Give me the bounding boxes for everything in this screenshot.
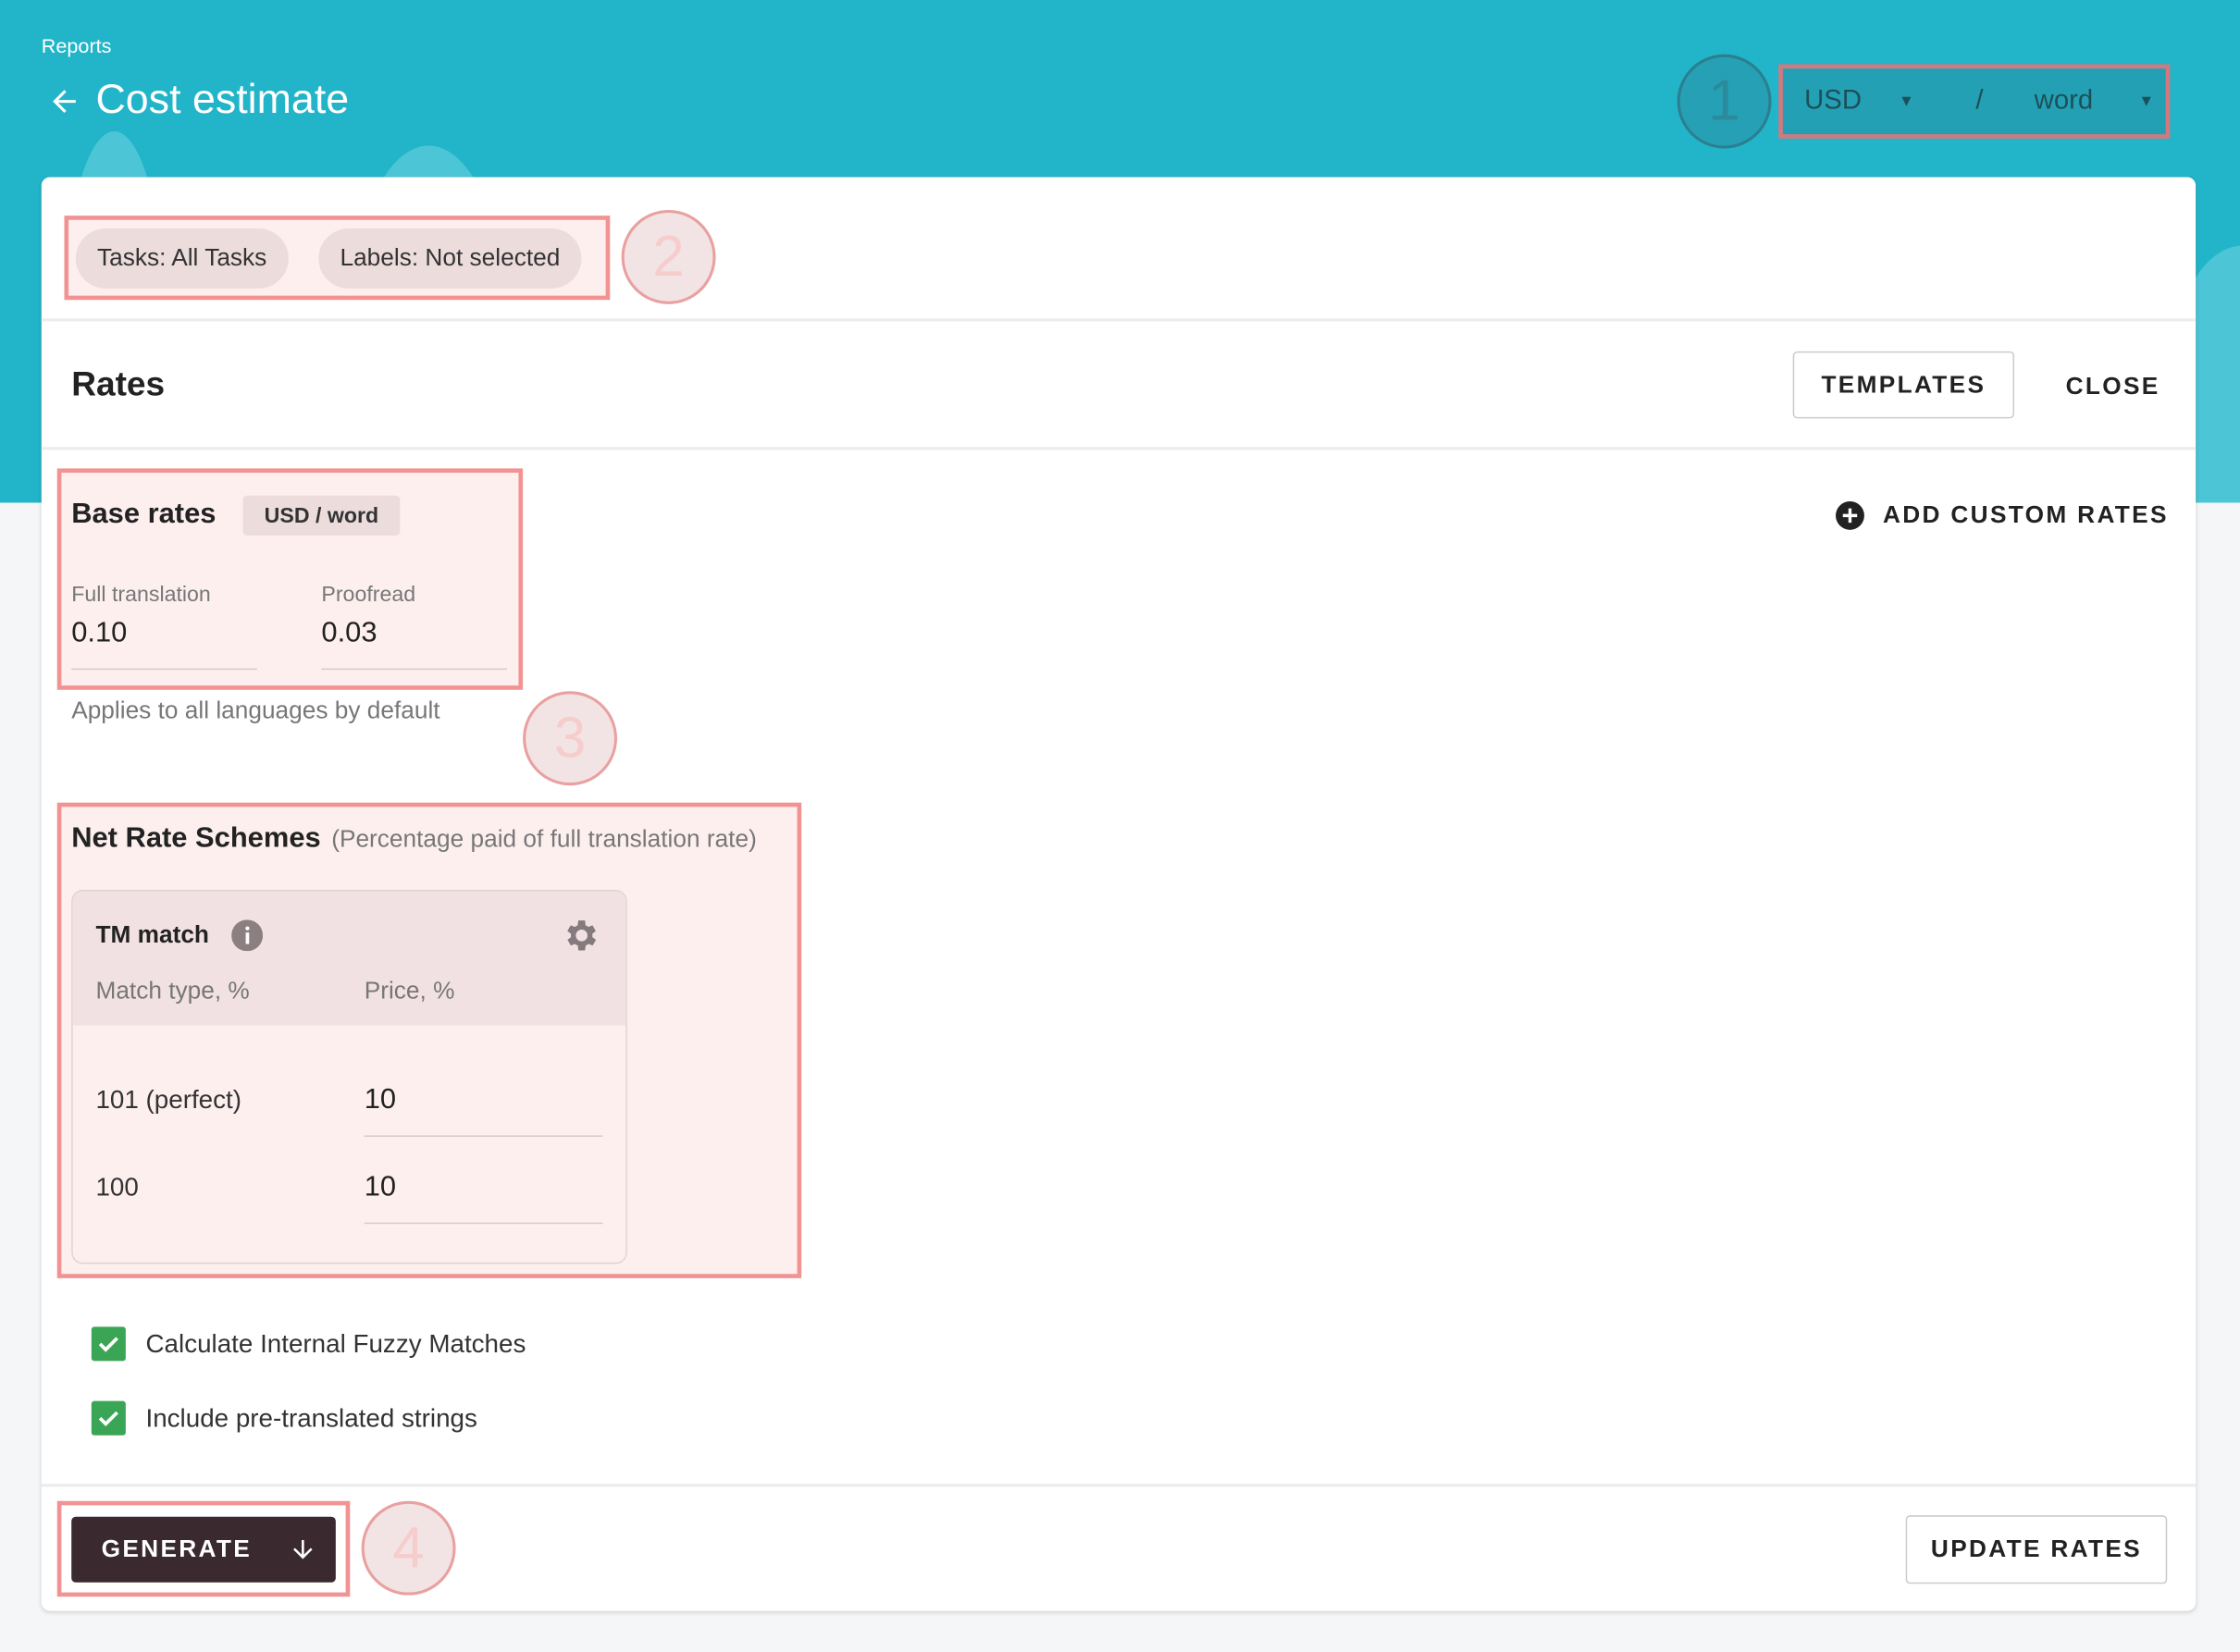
close-button[interactable]: CLOSE (2065, 372, 2160, 401)
input-underline (364, 1222, 603, 1225)
labels-filter-chip[interactable]: Labels: Not selected (318, 228, 582, 289)
annotation-marker-2: 2 (621, 209, 716, 304)
arrow-down-icon (293, 1539, 313, 1560)
col-match-type: Match type, % (95, 977, 250, 1005)
generate-label: GENERATE (101, 1535, 253, 1563)
match-type-cell: 101 (perfect) (95, 1085, 242, 1115)
pretranslated-label: Include pre-translated strings (145, 1403, 477, 1433)
annotation-box-3b (56, 802, 802, 1278)
proofread-label: Proofread (321, 582, 416, 608)
page-title-text: Cost estimate (95, 77, 350, 123)
fuzzy-matches-label: Calculate Internal Fuzzy Matches (145, 1329, 526, 1359)
templates-button[interactable]: TEMPLATES (1792, 351, 2015, 419)
back-arrow-icon[interactable] (47, 83, 81, 117)
page-title: Cost estimate (47, 77, 349, 124)
breadcrumb-reports[interactable]: Reports (41, 34, 112, 57)
tm-match-title: TM match (95, 920, 209, 949)
tm-match-header (72, 891, 626, 1026)
annotation-marker-3: 3 (523, 691, 618, 786)
divider (41, 447, 2197, 450)
add-custom-rates-button[interactable]: ADD CUSTOM RATES (1834, 499, 2168, 531)
unit-badge: USD / word (242, 495, 401, 536)
input-underline (321, 668, 508, 671)
generate-button[interactable]: GENERATE (71, 1516, 336, 1583)
net-rate-subtitle: (Percentage paid of full translation rat… (331, 825, 757, 853)
price-input[interactable]: 10 (364, 1083, 397, 1116)
rates-title: Rates (71, 365, 166, 404)
chevron-down-icon: ▼ (2138, 92, 2155, 110)
currency-unit-selector: USD ▼ / word ▼ (1781, 68, 2167, 136)
annotation-box-4 (56, 1500, 351, 1597)
input-underline (71, 668, 257, 671)
check-icon (98, 1411, 118, 1426)
base-rates-hint: Applies to all languages by default (71, 697, 440, 724)
price-input[interactable]: 10 (364, 1171, 397, 1203)
base-rates-title: Base rates (71, 498, 217, 530)
check-icon (98, 1337, 118, 1352)
proofread-input[interactable]: 0.03 (321, 617, 377, 648)
annotation-marker-1: 1 (1677, 54, 1772, 149)
annotation-box-1 (1778, 64, 2171, 139)
separator: / (1975, 85, 1984, 117)
annotation-marker-4: 4 (361, 1500, 456, 1596)
tasks-filter-chip[interactable]: Tasks: All Tasks (75, 228, 289, 289)
gear-icon[interactable] (560, 916, 600, 955)
net-rate-title: Net Rate Schemes (71, 822, 321, 855)
col-price: Price, % (364, 977, 455, 1005)
unit-select[interactable]: word (2034, 85, 2094, 117)
full-translation-label: Full translation (71, 582, 211, 608)
tm-match-card: TM match Match type, % Price, % 101 (per… (71, 889, 627, 1264)
divider (41, 1484, 2197, 1487)
match-type-cell: 100 (95, 1172, 139, 1202)
fuzzy-matches-checkbox[interactable] (91, 1326, 126, 1362)
pretranslated-checkbox[interactable] (91, 1400, 126, 1436)
update-rates-button[interactable]: UPDATE RATES (1905, 1515, 2168, 1584)
currency-select[interactable]: USD (1804, 85, 1863, 117)
add-custom-rates-label: ADD CUSTOM RATES (1882, 500, 2169, 529)
full-translation-input[interactable]: 0.10 (71, 617, 128, 648)
chevron-down-icon: ▼ (1898, 92, 1914, 110)
divider (41, 318, 2197, 322)
cost-estimate-card: 2 3 4 Tasks: All Tasks Labels: Not selec… (41, 177, 2197, 1611)
input-underline (364, 1135, 603, 1138)
plus-circle-icon (1836, 500, 1864, 530)
info-icon[interactable] (231, 919, 264, 952)
